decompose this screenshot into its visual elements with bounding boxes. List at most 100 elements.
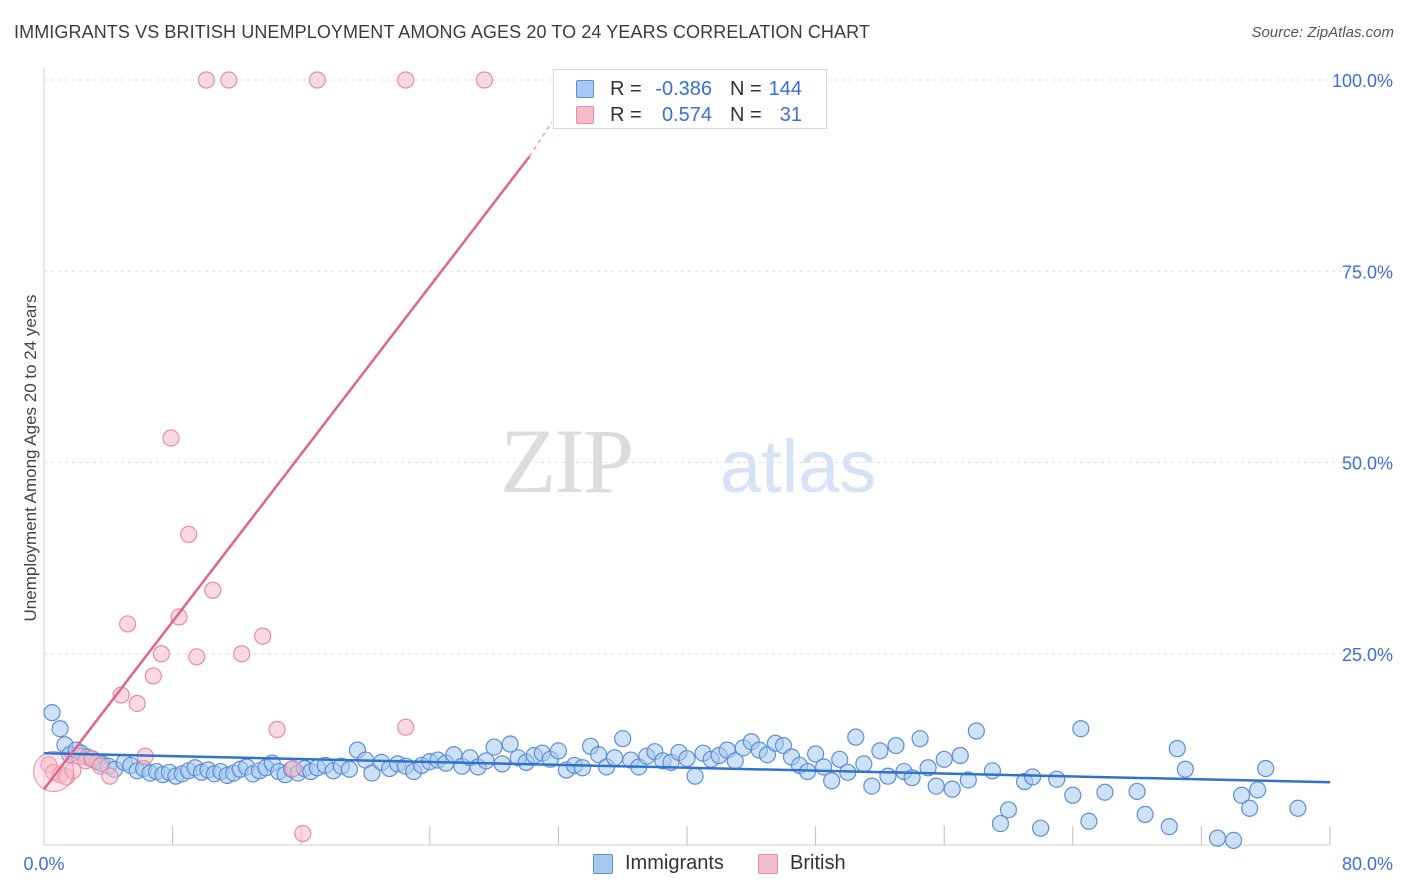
british-point [475,71,494,89]
british-point [397,71,415,89]
watermark-atlas: atlas [720,425,876,508]
r-label: R = [610,104,642,126]
n-label: N = [730,78,762,100]
y-tick-label: 25.0% [1342,645,1393,665]
immigrants-point [589,746,608,764]
immigrants-point [686,767,704,785]
british-legend-swatch [758,854,778,874]
immigrants-point [831,750,849,768]
immigrants-point [1232,786,1251,804]
r-label: R = [610,78,642,100]
british-point [233,645,251,663]
immigrants-point [1160,818,1178,836]
r-value-immigrants: -0.386 [655,78,712,100]
stats-row-british: R = 0.574 N = 31 [554,102,826,128]
british-point [204,581,222,599]
british-point [128,694,146,713]
immigrants-point [606,749,624,767]
y-axis-label: Unemployment Among Ages 20 to 24 years [21,295,40,622]
n-label: N = [730,104,762,126]
immigrants-point [1241,799,1259,817]
immigrants-point [959,771,977,789]
british-point [220,71,238,89]
x-tick-label: 0.0% [23,854,64,874]
british-point [284,759,302,778]
y-tick-label: 75.0% [1342,262,1393,282]
immigrants-point [1249,781,1267,799]
immigrants-point [1128,782,1146,801]
immigrants-point [927,777,945,795]
british-point [144,667,162,685]
y-tick-label: 50.0% [1342,454,1393,474]
british-point [64,762,82,780]
immigrants-point [51,720,69,738]
legend: Immigrants British [0,852,1406,878]
immigrants-point [935,750,953,768]
immigrants-point [1257,759,1275,778]
immigrants-point [1096,783,1114,801]
british-point [180,525,198,544]
stats-box: R = -0.386 N = 144 R = 0.574 N = 31 [553,69,827,129]
british-point [152,645,170,663]
immigrants-point [855,755,873,773]
immigrants-point [823,772,841,790]
british-trend-extension [528,121,553,157]
stats-row-immigrants: R = -0.386 N = 144 [554,76,826,102]
british-point [101,767,119,785]
immigrants-point [340,760,359,778]
immigrants-point [999,801,1018,819]
immigrants-point [43,704,61,722]
immigrants-point [983,762,1002,780]
legend-label-immigrants: Immigrants [625,852,724,874]
british-point [197,71,215,89]
immigrants-legend-swatch [593,854,613,874]
x-tick-label: 80.0% [1342,854,1393,874]
n-value-immigrants: 144 [768,78,802,100]
immigrants-point [943,780,961,798]
british-points [33,71,494,843]
immigrants-point [879,767,897,785]
immigrants-point [501,735,519,753]
axes [43,68,1331,846]
british-point [170,608,188,626]
immigrants-point [1176,760,1194,778]
legend-label-british: British [790,852,846,874]
british-point [162,429,180,447]
immigrants-point [485,738,503,756]
immigrants-swatch [576,80,594,98]
immigrants-point [919,759,937,777]
british-trend-line [43,155,531,790]
immigrants-point [911,730,929,748]
immigrants-trend-line [43,751,1331,784]
british-point [268,720,286,739]
immigrants-point [477,752,495,770]
chart-title: IMMIGRANTS VS BRITISH UNEMPLOYMENT AMONG… [14,22,870,42]
immigrants-point [1224,831,1243,850]
immigrants-point [951,746,969,765]
r-value-british: 0.574 [661,104,712,126]
source-label: Source: ZipAtlas.com [1251,24,1394,41]
immigrants-point [573,759,592,777]
grid-lines [44,79,1392,655]
watermark-zip: ZIP [500,410,632,512]
immigrants-point [1289,799,1307,817]
immigrants-point [1136,805,1154,824]
immigrants-point [871,742,889,760]
immigrants-point [887,736,905,755]
tick-labels: 25.0% 50.0% 75.0% 100.0% 0.0% 80.0% [23,71,1393,874]
immigrants-point [549,742,568,760]
british-swatch [576,106,594,124]
immigrants-point [678,749,696,768]
british-point [294,824,312,843]
immigrants-point [991,814,1010,833]
immigrants-point [363,764,381,782]
british-point [308,71,326,89]
immigrants-point [1032,819,1050,837]
trend-lines [43,121,1331,790]
n-value-british: 31 [779,104,802,126]
british-point [188,648,206,666]
british-point [254,627,272,645]
y-tick-label: 100.0% [1332,71,1393,91]
british-point [118,615,137,633]
